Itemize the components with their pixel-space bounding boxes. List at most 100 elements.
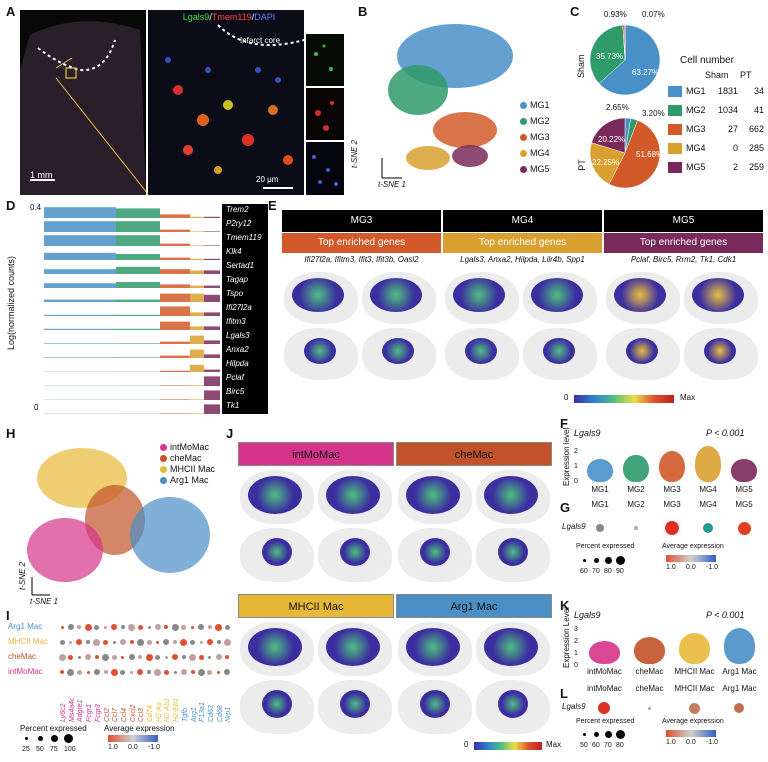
brain-section <box>240 680 314 734</box>
track-ifi27l2a-mg5 <box>204 312 220 316</box>
l-avg-tick: -1.0 <box>706 739 719 746</box>
i-dot <box>156 640 160 644</box>
g-pct-label: Percent expressed <box>576 543 635 550</box>
brain-section <box>476 470 550 524</box>
panel-label-k: K <box>560 598 570 613</box>
i-dot <box>224 624 230 630</box>
expression-spots <box>326 476 380 514</box>
i-dot <box>85 654 92 660</box>
legend-dot <box>520 118 527 126</box>
table-sham-value: 1831 <box>717 86 738 96</box>
l-pct-dot <box>604 730 612 738</box>
brain-section <box>476 528 550 582</box>
legend-label: cheMac <box>170 453 202 463</box>
i-dot <box>173 670 177 674</box>
cluster-mg2-region <box>388 65 448 115</box>
i-gene-ccl7: Ccl7 <box>112 707 120 722</box>
f-xtick: MG3 <box>663 485 681 494</box>
brain-section <box>523 328 597 380</box>
sham-label-63-27: 63.27% <box>632 68 660 77</box>
f-ytick: 0 <box>574 478 578 485</box>
table-row-name: MG2 <box>686 105 706 115</box>
k-pvalue: P < 0.001 <box>706 610 745 620</box>
track-tk1-mg5 <box>204 404 220 414</box>
scale-bar-left-label: 1 mm <box>30 170 53 180</box>
i-dot <box>77 655 81 659</box>
i-dot <box>110 668 118 676</box>
track-anxa2-mg2 <box>116 357 160 358</box>
track-trem2-mg3 <box>160 214 190 218</box>
i-gene-fcgr1: Fcgr1 <box>86 704 94 722</box>
table-pt-value: 662 <box>748 124 764 134</box>
cluster-mg4-region <box>406 146 450 170</box>
g-dot-mg4 <box>703 523 713 533</box>
k-ylabel: Expression Level <box>562 607 571 668</box>
legend-item-mg4: MG4 <box>520 148 550 158</box>
brain-section <box>318 680 392 734</box>
i-dot <box>60 625 64 629</box>
i-dot <box>112 640 116 644</box>
track-p2ry12-mg5 <box>204 231 220 232</box>
track-lgals3-mg2 <box>116 343 160 344</box>
l-xtick: Arg1 Mac <box>722 684 757 693</box>
i-gene-cd68: Cd68 <box>216 705 224 722</box>
pt-pie-slice-mg5 <box>591 117 626 154</box>
track-ifitm3-mg5 <box>204 326 220 330</box>
g-dot-mg3 <box>665 521 679 535</box>
i-dot <box>103 639 108 645</box>
i-dot <box>86 670 90 674</box>
i-dot <box>76 669 82 675</box>
panel-label-g: G <box>560 500 571 515</box>
i-gene-cd63: Cd63 <box>207 705 215 722</box>
i-dot <box>163 669 169 675</box>
expression-spots <box>262 538 292 566</box>
legend-label: MG3 <box>530 132 550 142</box>
expression-spots <box>292 278 344 312</box>
panel-d-tick-bottom: 0 <box>34 403 39 412</box>
i-gene-nrp1: Nrp1 <box>225 706 233 722</box>
brain-section <box>240 622 314 676</box>
track-klk4-mg5 <box>204 258 220 260</box>
panel-label-d: D <box>6 198 16 213</box>
track-tmem119-mg4 <box>190 245 204 246</box>
g-xtick: MG2 <box>627 500 645 509</box>
i-pct-tick: 25 <box>22 746 30 753</box>
track-klk4-mg4 <box>190 258 204 260</box>
i-pct-label: Percent expressed <box>20 724 87 733</box>
i-dot <box>94 655 99 659</box>
i-dot <box>154 624 161 630</box>
f-xtick: MG5 <box>735 485 753 494</box>
track-tspo-mg5 <box>204 294 220 302</box>
i-avg-colorbar <box>108 735 158 742</box>
g-avg-colorbar <box>666 555 716 562</box>
legend-item-mg2: MG2 <box>520 116 550 126</box>
i-gene-arg1: Arg1 <box>190 707 198 722</box>
panel-label-l: L <box>560 686 568 701</box>
e-subheader: Top enriched genes <box>604 233 763 253</box>
i-gene-ccl2: Ccl2 <box>103 707 111 722</box>
j-header-arg1-mac: Arg1 Mac <box>396 594 552 618</box>
i-dot <box>190 639 195 645</box>
track-ifi27l2a-mg4 <box>190 312 204 316</box>
track-tagap-mg2 <box>116 282 160 288</box>
legend-dot <box>520 134 527 142</box>
brain-section <box>398 680 472 734</box>
track-p2ry12-mg2 <box>116 221 160 232</box>
expression-spots <box>382 338 414 364</box>
f-xtick: MG4 <box>699 485 717 494</box>
i-dot <box>86 640 91 644</box>
g-pct-tick: 70 <box>592 568 600 575</box>
l-pct-dot <box>582 732 586 736</box>
i-dot <box>207 625 212 629</box>
track-sertad1-mg3 <box>160 269 190 274</box>
tsne1-axis-label-h: t-SNE 1 <box>30 597 59 606</box>
i-gene-h2-ab1: H2-Ab1 <box>164 698 172 722</box>
expression-spots <box>262 690 292 718</box>
track-tagap-mg1 <box>44 283 116 288</box>
track-ifi27l2a-mg1 <box>44 314 116 316</box>
brain-section <box>240 528 314 582</box>
pt-label-3-20: 3.20% <box>642 109 665 118</box>
table-swatch-mg4 <box>668 143 682 154</box>
stain-tmem119-label: Tmem119 <box>211 12 252 22</box>
brain-section <box>362 272 436 324</box>
